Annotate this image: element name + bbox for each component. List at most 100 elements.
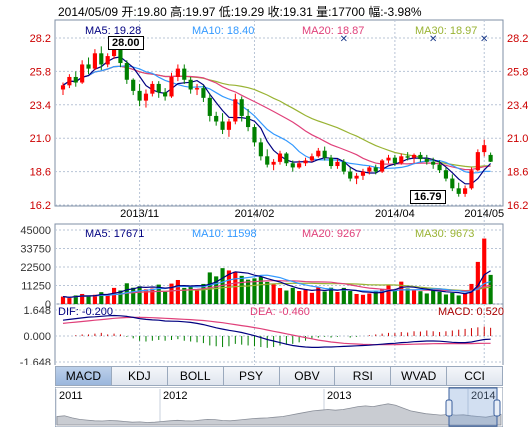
volume-bar: [277, 288, 283, 304]
price-tick-right: 25.8: [507, 66, 528, 78]
volume-bar: [431, 288, 436, 304]
high-price-marker: 28.00: [108, 36, 144, 50]
candle-body: [131, 79, 136, 91]
candle-body: [424, 159, 429, 162]
volume-bar: [488, 274, 493, 304]
navigator-area: [56, 403, 502, 426]
tab-macd[interactable]: MACD: [55, 366, 112, 386]
price-tick-left: 18.6: [30, 167, 51, 179]
price-tick-right: 18.6: [507, 167, 528, 179]
x-axis-label: 2014/05: [464, 208, 504, 220]
price-tick-right: 21.0: [507, 133, 528, 145]
volume-bar: [99, 292, 104, 304]
volume-tick-left: 45000: [20, 225, 51, 237]
timeline-navigator[interactable]: 2011 2012 2013 2014: [55, 387, 503, 427]
navigator-right-handle: [493, 399, 501, 417]
volume-bar: [265, 281, 270, 304]
volume-bar: [156, 284, 161, 304]
price-ma30-legend: MA30: 18.97: [415, 25, 478, 37]
tab-obv[interactable]: OBV: [279, 366, 336, 386]
candle-body: [214, 115, 219, 122]
candle-body: [373, 167, 378, 172]
candle-body: [207, 97, 212, 116]
volume-bar: [207, 272, 212, 304]
price-ma10-legend: MA10: 18.40: [192, 25, 255, 37]
vol-ma5-legend: MA5: 17671: [85, 228, 145, 240]
volume-bar: [150, 288, 155, 304]
volume-bar: [252, 278, 257, 304]
tab-cci[interactable]: CCI: [447, 366, 503, 386]
volume-tick-left: 22500: [20, 262, 51, 274]
candle-body: [392, 157, 397, 164]
price-ma20-legend: MA20: 18.87: [302, 25, 365, 37]
volume-bar: [290, 287, 295, 304]
price-ma5-legend: MA5: 19.28: [85, 25, 142, 37]
volume-ma10-line: [62, 274, 491, 298]
tab-rsi[interactable]: RSI: [335, 366, 392, 386]
volume-bar: [73, 295, 78, 304]
candle-body: [411, 154, 417, 158]
candle-body: [316, 150, 321, 157]
candle-body: [482, 145, 487, 153]
volume-bar: [335, 291, 340, 304]
volume-bar: [92, 294, 97, 304]
candle-body: [226, 121, 232, 130]
volume-bar: [411, 290, 417, 304]
candle-body: [86, 64, 91, 69]
vol-ma10-legend: MA10: 11598: [192, 228, 257, 240]
navigator-year-label: 2012: [163, 390, 187, 402]
macd-tick-left: -1.648: [20, 357, 51, 365]
candle-body: [463, 188, 468, 194]
candle-body: [201, 88, 206, 98]
volume-bar: [60, 296, 66, 304]
volume-bar: [163, 291, 168, 304]
x-axis-label: 2014/04: [375, 208, 415, 220]
candle-body: [265, 156, 270, 165]
tab-wvad[interactable]: WVAD: [391, 366, 448, 386]
event-marker-icon: ✕: [340, 34, 348, 45]
candle-body: [73, 76, 78, 83]
quote-header: 2014/05/09 开:19.80 高:19.97 低:19.29 收:19.…: [58, 5, 422, 19]
candle-body: [322, 150, 327, 158]
candle-body: [60, 85, 66, 90]
tab-psy[interactable]: PSY: [223, 366, 280, 386]
candle-body: [450, 178, 455, 189]
event-marker-icon: ✕: [429, 34, 437, 45]
volume-bar: [328, 287, 334, 304]
volume-bar: [258, 277, 263, 304]
candle-body: [169, 76, 174, 97]
candle-body: [252, 127, 257, 143]
navigator-left-handle: [445, 399, 453, 417]
candle-body: [418, 154, 423, 160]
candle-body: [163, 92, 168, 97]
x-axis-label: 2013/11: [120, 208, 159, 220]
volume-bar: [303, 289, 308, 304]
volume-bar: [399, 281, 404, 304]
price-tick-right: 23.4: [507, 100, 528, 112]
volume-bar: [233, 271, 238, 304]
volume-bar: [143, 289, 149, 304]
candle-body: [328, 157, 334, 167]
candle-body: [437, 164, 442, 171]
candle-body: [194, 88, 200, 90]
candle-body: [341, 161, 346, 172]
volume-tick-left: 33750: [20, 244, 51, 256]
macd-tick-left: 0.000: [23, 331, 51, 343]
candle-body: [367, 167, 372, 172]
volume-ma5-line: [62, 270, 491, 298]
navigator-selection: [448, 387, 498, 427]
tab-boll[interactable]: BOLL: [167, 366, 224, 386]
volume-bar: [105, 295, 110, 304]
candle-body: [290, 163, 295, 168]
candle-body: [175, 68, 180, 77]
macd-dea-legend: DEA: -0.460: [250, 306, 310, 318]
candle-body: [469, 170, 474, 189]
candle-body: [360, 171, 366, 176]
event-marker-icon: ✕: [480, 34, 488, 45]
volume-bar: [354, 293, 359, 304]
candle-body: [156, 83, 161, 93]
tab-kdj[interactable]: KDJ: [111, 366, 168, 386]
volume-bar: [443, 294, 449, 304]
chart-canvas[interactable]: 28.2 28.2 25.8 25.8 23.4 23.4 21.0 21.0 18.6 18.6…: [0, 0, 528, 365]
